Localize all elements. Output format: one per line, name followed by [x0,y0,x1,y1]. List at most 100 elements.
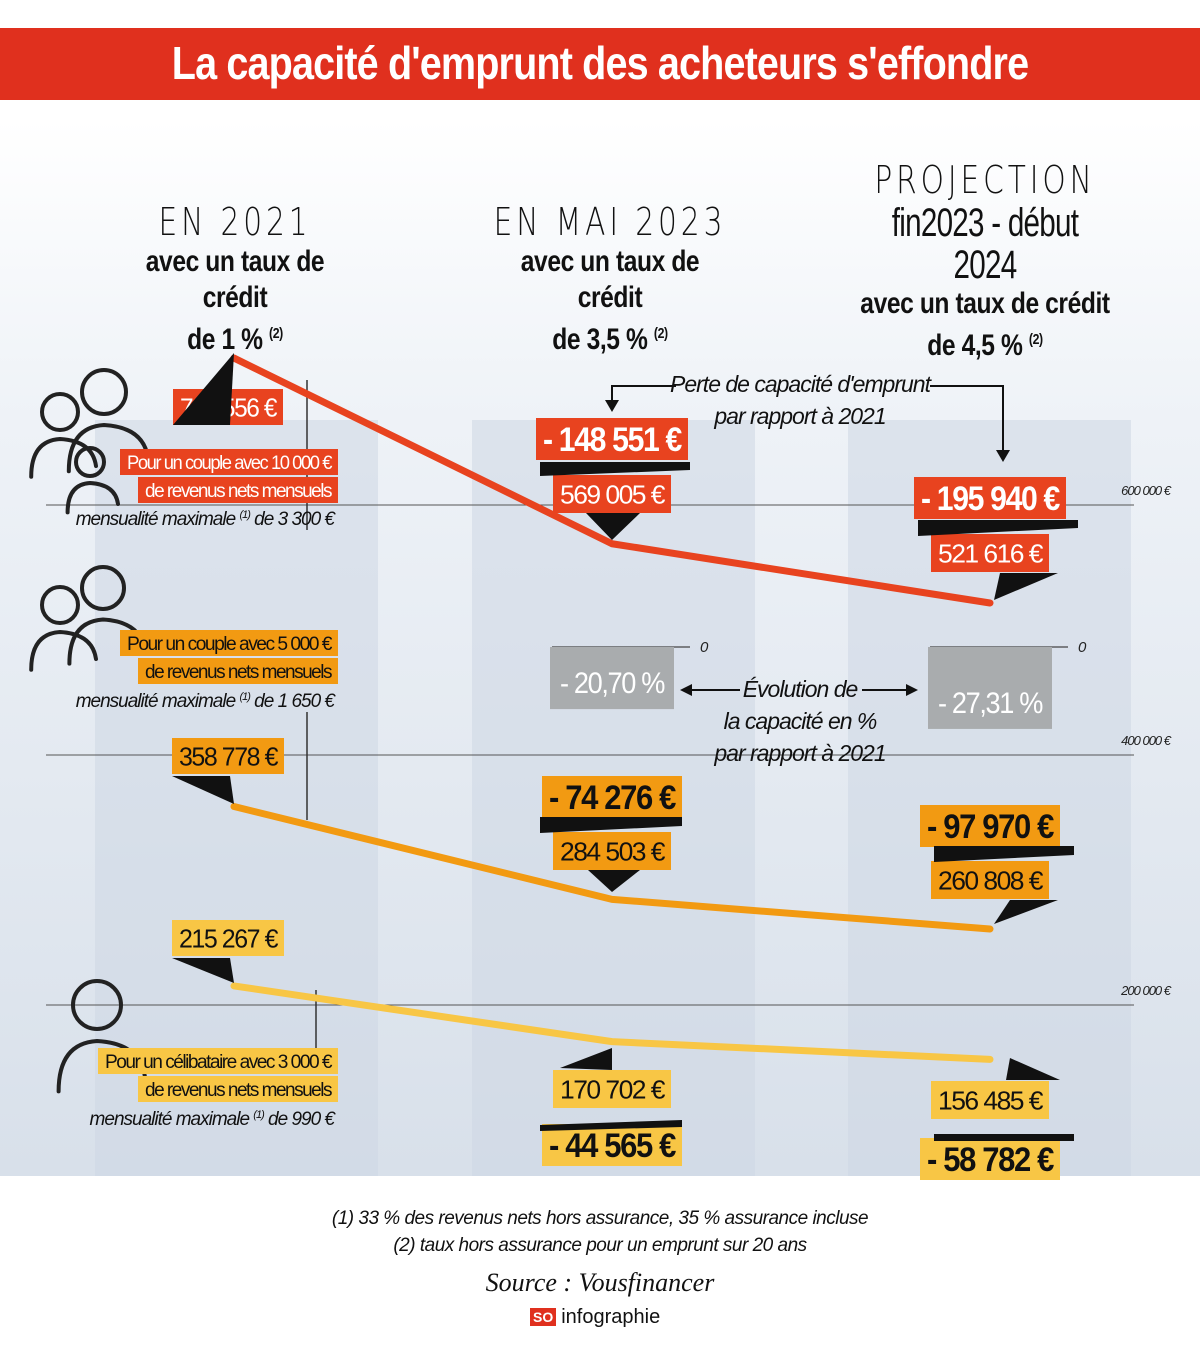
child-icon [65,446,120,515]
loss-caption-line2: par rapport à 2021 [713,403,885,429]
label-pointer [540,817,682,833]
loss-label-bg [542,776,682,818]
value-label-text: 569 005 € [560,479,666,509]
rate-value: de 1 % [187,323,263,356]
profile-label-line2-bg [138,477,338,503]
loss-label-bg [920,1138,1060,1180]
profile-label-line2-text: de revenus nets mensuels [145,1080,332,1101]
series-line [230,354,994,607]
value-label-text: 521 616 € [938,538,1044,568]
evolution-bar [928,647,1052,729]
profile-label-line2: de revenus nets mensuels [138,1076,338,1102]
value-label: 260 808 € [931,861,1049,899]
value-label: 284 503 € [553,832,671,870]
profile-label-line1: Pour un couple avec 10 000 € [120,449,338,475]
loss-arrow [930,385,1004,452]
value-label-bg [553,475,671,513]
loss-caption-line1: Perte de capacité d'emprunt [670,371,933,397]
loss-arrowhead [605,400,619,412]
column-heading-mai-2023: EN MAI 2023 avec un taux de crédit de 3,… [460,200,760,358]
evolution-arrowhead [906,684,918,696]
profile-label-line1: Pour un couple avec 5 000 € [120,630,338,656]
label-pointer [934,846,1074,862]
evolution-zero-label: 0 [700,639,709,656]
value-label: 215 267 € [172,920,284,956]
rate-label-line2: de 3,5 % (2) [487,316,733,358]
rate-label-line2: de 1 % (2) [112,316,358,358]
value-label-text: 358 778 € [179,741,279,771]
child-icon-head [74,446,106,478]
loss-label: - 195 940 € [914,477,1066,519]
rate-label-line1: avec un taux de crédit [520,245,700,314]
profile-label-line1-bg [120,449,338,475]
profile-label-line2-bg [138,658,338,684]
evolution-label: - 27,31 % [938,687,1043,720]
value-label-bg [172,738,284,774]
value-label-text: 260 808 € [938,865,1044,895]
value-label: 569 005 € [553,475,671,513]
value-label-bg [172,920,284,956]
label-pointer [934,1134,1074,1141]
label-pointer [540,1120,682,1131]
loss-label-text: - 97 970 € [927,808,1054,846]
evolution-arrowhead [680,684,692,696]
adult-icon [66,368,150,474]
rate-label-line1: avec un taux de crédit [860,287,1110,320]
adult-icon [29,392,98,479]
value-label-text: 284 503 € [560,836,666,866]
adult-icon-body [66,422,150,474]
profile-label-line1-bg [98,1048,338,1074]
loss-label: - 44 565 € [542,1124,682,1166]
column-heading-projection: PROJECTION fin2023 - début 2024 avec un … [830,158,1140,364]
value-label-bg [553,832,671,870]
source-label: Source : Vousfinancer [485,1268,715,1297]
profile-label-line2-text: de revenus nets mensuels [145,662,332,683]
loss-label-text: - 148 551 € [543,421,682,459]
adult-icon-head [80,368,128,416]
profile-label-line1-text: Pour un couple avec 5 000 € [127,634,333,655]
loss-label: - 58 782 € [920,1138,1060,1180]
rate-note: (2) [1028,331,1043,348]
adult-icon-head [80,565,126,611]
loss-label-text: - 74 276 € [549,779,676,817]
evolution-zero-label: 0 [1078,639,1087,656]
value-label: 170 702 € [553,1070,671,1108]
column-heading-2021: EN 2021 avec un taux de crédit de 1 % (2… [85,200,385,358]
value-label: 358 778 € [172,738,284,774]
y-tick-label: 600 000 € [1121,483,1172,498]
profile-label-line2-bg [138,1076,338,1102]
rate-label-line2: de 4,5 % (2) [858,322,1112,364]
loss-label-bg [914,477,1066,519]
evolution-label: - 20,70 % [560,667,665,700]
value-label: 521 616 € [931,534,1049,572]
label-pointer [172,776,234,804]
value-label-bg [553,1070,671,1108]
loss-label-bg [542,1124,682,1166]
label-pointer [586,513,640,540]
rate-value: de 3,5 % [552,323,648,356]
profile-label-line2-text: de revenus nets mensuels [145,481,332,502]
chart-title: La capacité d'emprunt des acheteurs s'ef… [171,37,1029,89]
adult-icon-head [40,392,80,432]
loss-arrowhead [996,450,1010,462]
y-tick-label: 200 000 € [1120,983,1172,998]
loss-label-text: - 44 565 € [549,1127,676,1165]
loss-arrow [611,385,676,402]
profile-label-line1-text: Pour un célibataire avec 3 000 € [105,1052,333,1073]
loss-label-bg [920,805,1060,847]
person-icon-head [71,979,123,1031]
label-pointer [994,573,1058,600]
loss-label-text: - 195 940 € [921,480,1060,518]
profile-label-line1-bg [120,630,338,656]
label-pointer [173,353,234,425]
footnote-2: (2) taux hors assurance pour un emprunt … [393,1235,807,1256]
subheading-label: fin2023 - début 2024 [891,201,1079,287]
child-icon-body [65,480,120,515]
payment-label: mensualité maximale (1) de 1 650 € [76,691,337,712]
evolution-caption-line: Évolution de [743,676,858,702]
adult-icon [29,585,98,672]
label-pointer [1006,1058,1060,1080]
loss-label: - 74 276 € [542,776,682,818]
